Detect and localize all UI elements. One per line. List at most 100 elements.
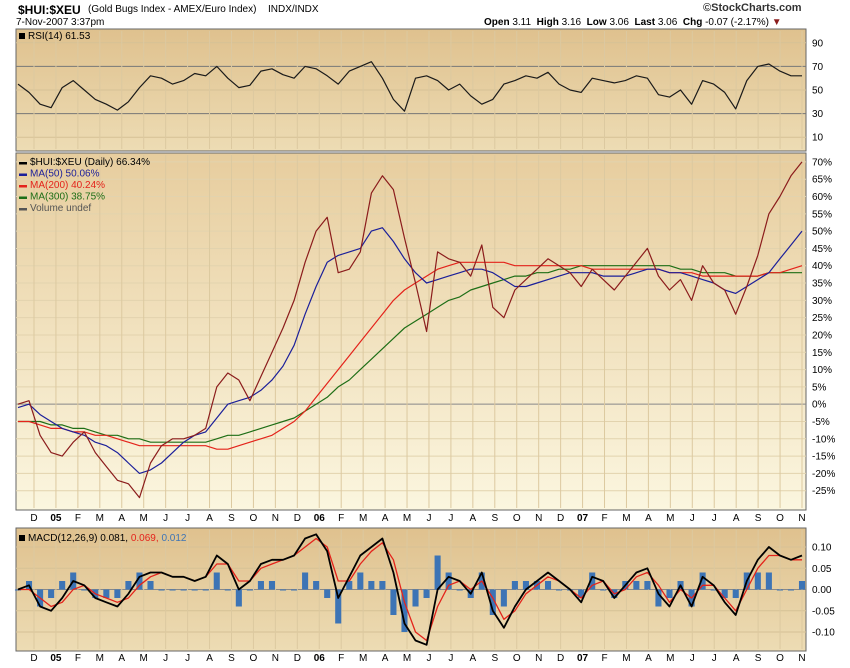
price-axis-tick: 5%: [812, 382, 827, 393]
macd-axis-tick: 0.05: [812, 564, 832, 575]
macd-histogram-bar: [732, 589, 739, 598]
legend-swatch-ma200: [19, 185, 27, 188]
x-axis-tick: M: [96, 653, 104, 664]
rsi-axis-tick: 50: [812, 86, 824, 97]
macd-histogram-bar: [59, 581, 66, 590]
last-label: Last: [634, 17, 656, 28]
chart-series: [14, 61, 806, 646]
legend-swatch-price: [19, 162, 27, 165]
macd-histogram-bar: [180, 589, 187, 591]
price-axis-tick: -15%: [812, 452, 835, 463]
price-axis-tick: 40%: [812, 261, 832, 272]
x-axis-tick: J: [163, 513, 168, 524]
gridlines: [16, 31, 806, 649]
rsi-axis-tick: 30: [812, 109, 824, 120]
open-label: Open: [484, 17, 510, 28]
price-axis-tick: 20%: [812, 330, 832, 341]
macd-histogram-bar: [257, 581, 264, 590]
high-value: 3.16: [561, 17, 582, 28]
macd-histogram-bar: [644, 581, 651, 590]
x-axis-tick: D: [294, 513, 301, 524]
x-axis-tick: O: [250, 513, 258, 524]
macd-histogram-bar: [191, 589, 198, 591]
x-axis-tick: M: [403, 653, 411, 664]
macd-histogram-bar: [291, 589, 298, 591]
macd-axis-tick: 0.10: [812, 543, 832, 554]
x-axis-tick: M: [622, 513, 630, 524]
low-value: 3.06: [609, 17, 629, 28]
x-axis-tick: S: [755, 653, 762, 664]
x-axis-tick: N: [798, 653, 805, 664]
macd-histogram-bar: [313, 581, 320, 590]
macd-histogram-bar: [578, 589, 585, 598]
macd-histogram-bar: [489, 589, 496, 615]
x-axis-tick: J: [690, 653, 695, 664]
x-axis-tick: M: [622, 653, 630, 664]
ma300-line: [18, 265, 802, 443]
price-axis-tick: -25%: [812, 486, 835, 497]
x-axis-tick: O: [776, 513, 784, 524]
x-axis-tick: O: [776, 653, 784, 664]
macd-axis-tick: -0.10: [812, 628, 835, 639]
legend-label-ma300: MA(300) 38.75%: [30, 192, 105, 203]
legend-label-ma50: MA(50) 50.06%: [30, 169, 100, 180]
macd-histogram-bar: [346, 581, 353, 590]
legend-swatch-ma50: [19, 173, 27, 176]
rsi-axis-tick: 10: [812, 133, 824, 144]
macd-histogram-bar: [500, 589, 507, 607]
x-axis-tick: M: [140, 513, 148, 524]
x-axis-tick: M: [359, 653, 367, 664]
x-axis-tick: M: [666, 653, 674, 664]
x-axis-tick: 05: [50, 653, 62, 664]
x-axis-tick: 07: [577, 653, 589, 664]
rsi-legend-swatch: [19, 33, 25, 39]
macd-histogram-bar: [456, 589, 463, 591]
price-axis-tick: 30%: [812, 296, 832, 307]
x-axis-tick: 05: [50, 513, 62, 524]
high-label: High: [536, 17, 559, 28]
macd-legend-value: 0.081,: [100, 533, 131, 544]
x-axis-tick: F: [338, 513, 344, 524]
macd-histogram-bar: [202, 589, 209, 591]
price-axis-tick: 65%: [812, 175, 832, 186]
macd-histogram-bar: [368, 581, 375, 590]
legend-swatch-ma300: [19, 196, 27, 199]
x-axis-tick: A: [118, 513, 125, 524]
price-axis-tick: 70%: [812, 157, 832, 168]
x-axis-tick: A: [206, 653, 213, 664]
chg-value: -0.07 (-2.17%): [705, 17, 770, 28]
stockcharts-brand[interactable]: ©StockCharts.com: [703, 2, 802, 14]
x-axis-tick: J: [448, 513, 453, 524]
macd-histogram-bar: [655, 589, 662, 607]
macd-histogram-bar: [556, 589, 563, 591]
macd-legend-label: MACD(12,26,9) 0.081, 0.069, 0.012: [28, 533, 187, 544]
macd-histogram-bar: [589, 572, 596, 590]
macd-histogram-bar: [335, 589, 342, 624]
x-axis-tick: S: [491, 653, 498, 664]
macd-histogram-bar: [279, 589, 287, 591]
macd-histogram-bar: [787, 589, 794, 591]
x-axis-tick: S: [491, 513, 498, 524]
x-axis-tick: J: [185, 513, 190, 524]
x-axis-tick: N: [798, 513, 805, 524]
legend-label-ma200: MA(200) 40.24%: [30, 180, 105, 191]
rsi-axis-tick: 90: [812, 38, 824, 49]
x-axis-tick: F: [338, 653, 344, 664]
macd-histogram-bar: [423, 589, 430, 598]
price-axis-tick: 35%: [812, 279, 832, 290]
x-axis-tick: A: [206, 513, 213, 524]
x-axis-tick: A: [645, 513, 652, 524]
x-axis-tick: S: [228, 653, 235, 664]
macd-histogram-bar: [302, 572, 309, 590]
macd-histogram-bar: [158, 589, 165, 591]
x-axis-tick: 06: [314, 653, 326, 664]
x-axis-tick: M: [666, 513, 674, 524]
x-axis-tick: N: [272, 513, 279, 524]
rsi-axis-tick: 70: [812, 62, 824, 73]
price-panel-bg: [15, 152, 807, 511]
x-axis-tick: J: [426, 513, 431, 524]
macd-histogram-bar: [114, 589, 121, 598]
macd-histogram-bar: [754, 572, 761, 590]
macd-histogram-bar: [511, 581, 518, 590]
macd-histogram-bar: [666, 589, 673, 598]
